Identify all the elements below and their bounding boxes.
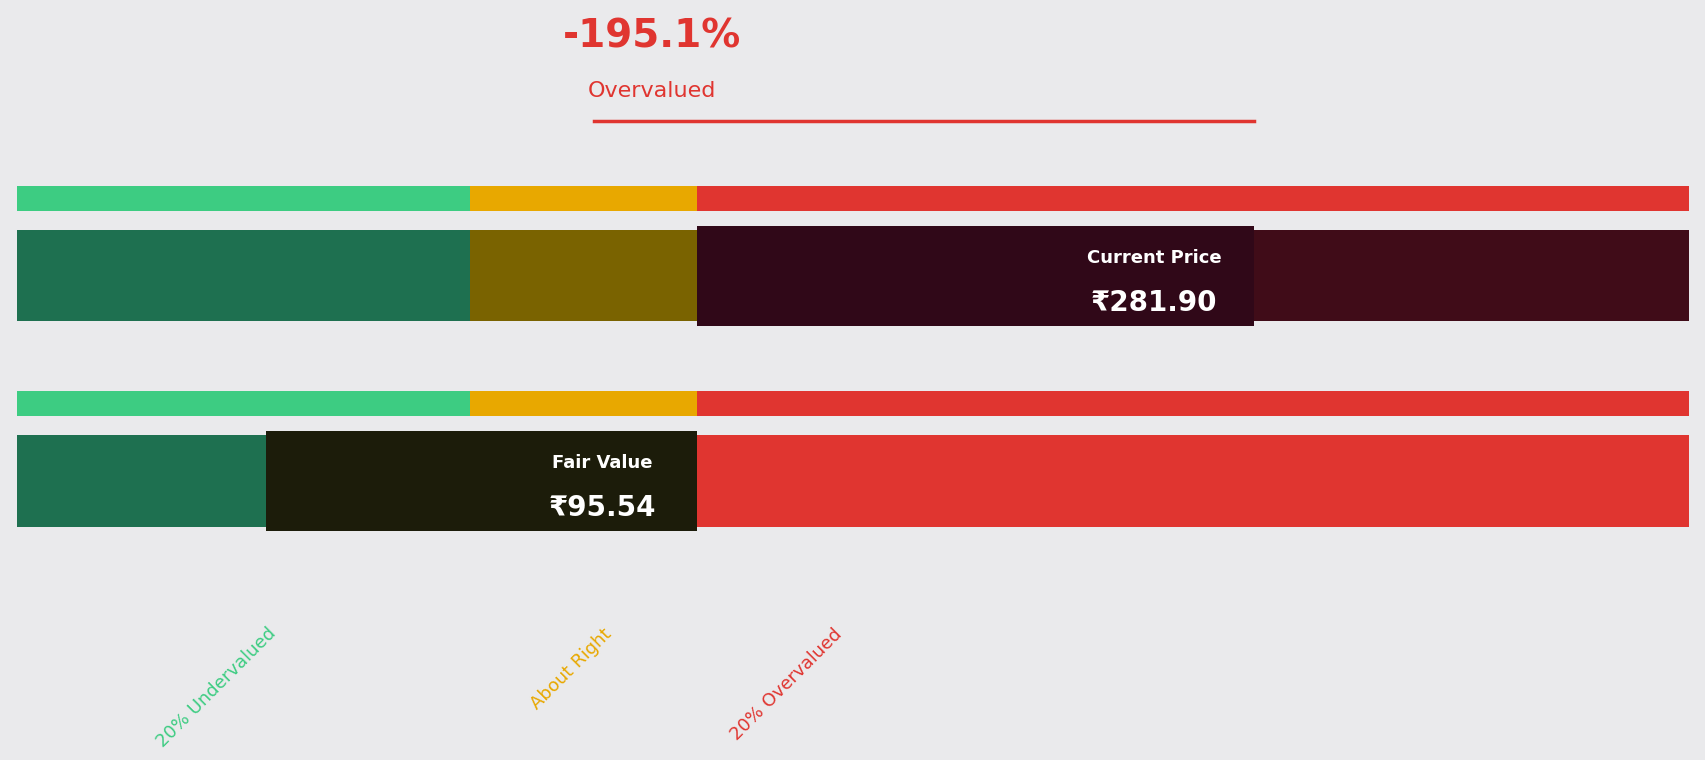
Text: 20% Undervalued: 20% Undervalued bbox=[153, 625, 280, 752]
Text: Current Price: Current Price bbox=[1086, 249, 1221, 267]
Bar bbox=[17, 186, 471, 211]
Text: About Right: About Right bbox=[527, 625, 614, 713]
Text: -195.1%: -195.1% bbox=[563, 17, 742, 55]
Bar bbox=[697, 186, 1688, 211]
Bar bbox=[471, 230, 697, 321]
Text: Fair Value: Fair Value bbox=[552, 454, 651, 472]
Bar bbox=[17, 391, 471, 416]
Bar bbox=[697, 226, 1253, 326]
Bar bbox=[266, 431, 697, 531]
Bar bbox=[471, 186, 697, 211]
Bar bbox=[697, 230, 1688, 321]
Bar bbox=[697, 391, 1688, 416]
Bar bbox=[17, 435, 471, 527]
Text: 20% Overvalued: 20% Overvalued bbox=[726, 625, 846, 743]
Text: ₹281.90: ₹281.90 bbox=[1089, 290, 1216, 317]
Bar bbox=[17, 230, 471, 321]
Text: Overvalued: Overvalued bbox=[588, 81, 716, 101]
Text: ₹95.54: ₹95.54 bbox=[549, 495, 656, 522]
Bar bbox=[697, 435, 1688, 527]
Bar bbox=[471, 435, 697, 527]
Bar bbox=[471, 391, 697, 416]
